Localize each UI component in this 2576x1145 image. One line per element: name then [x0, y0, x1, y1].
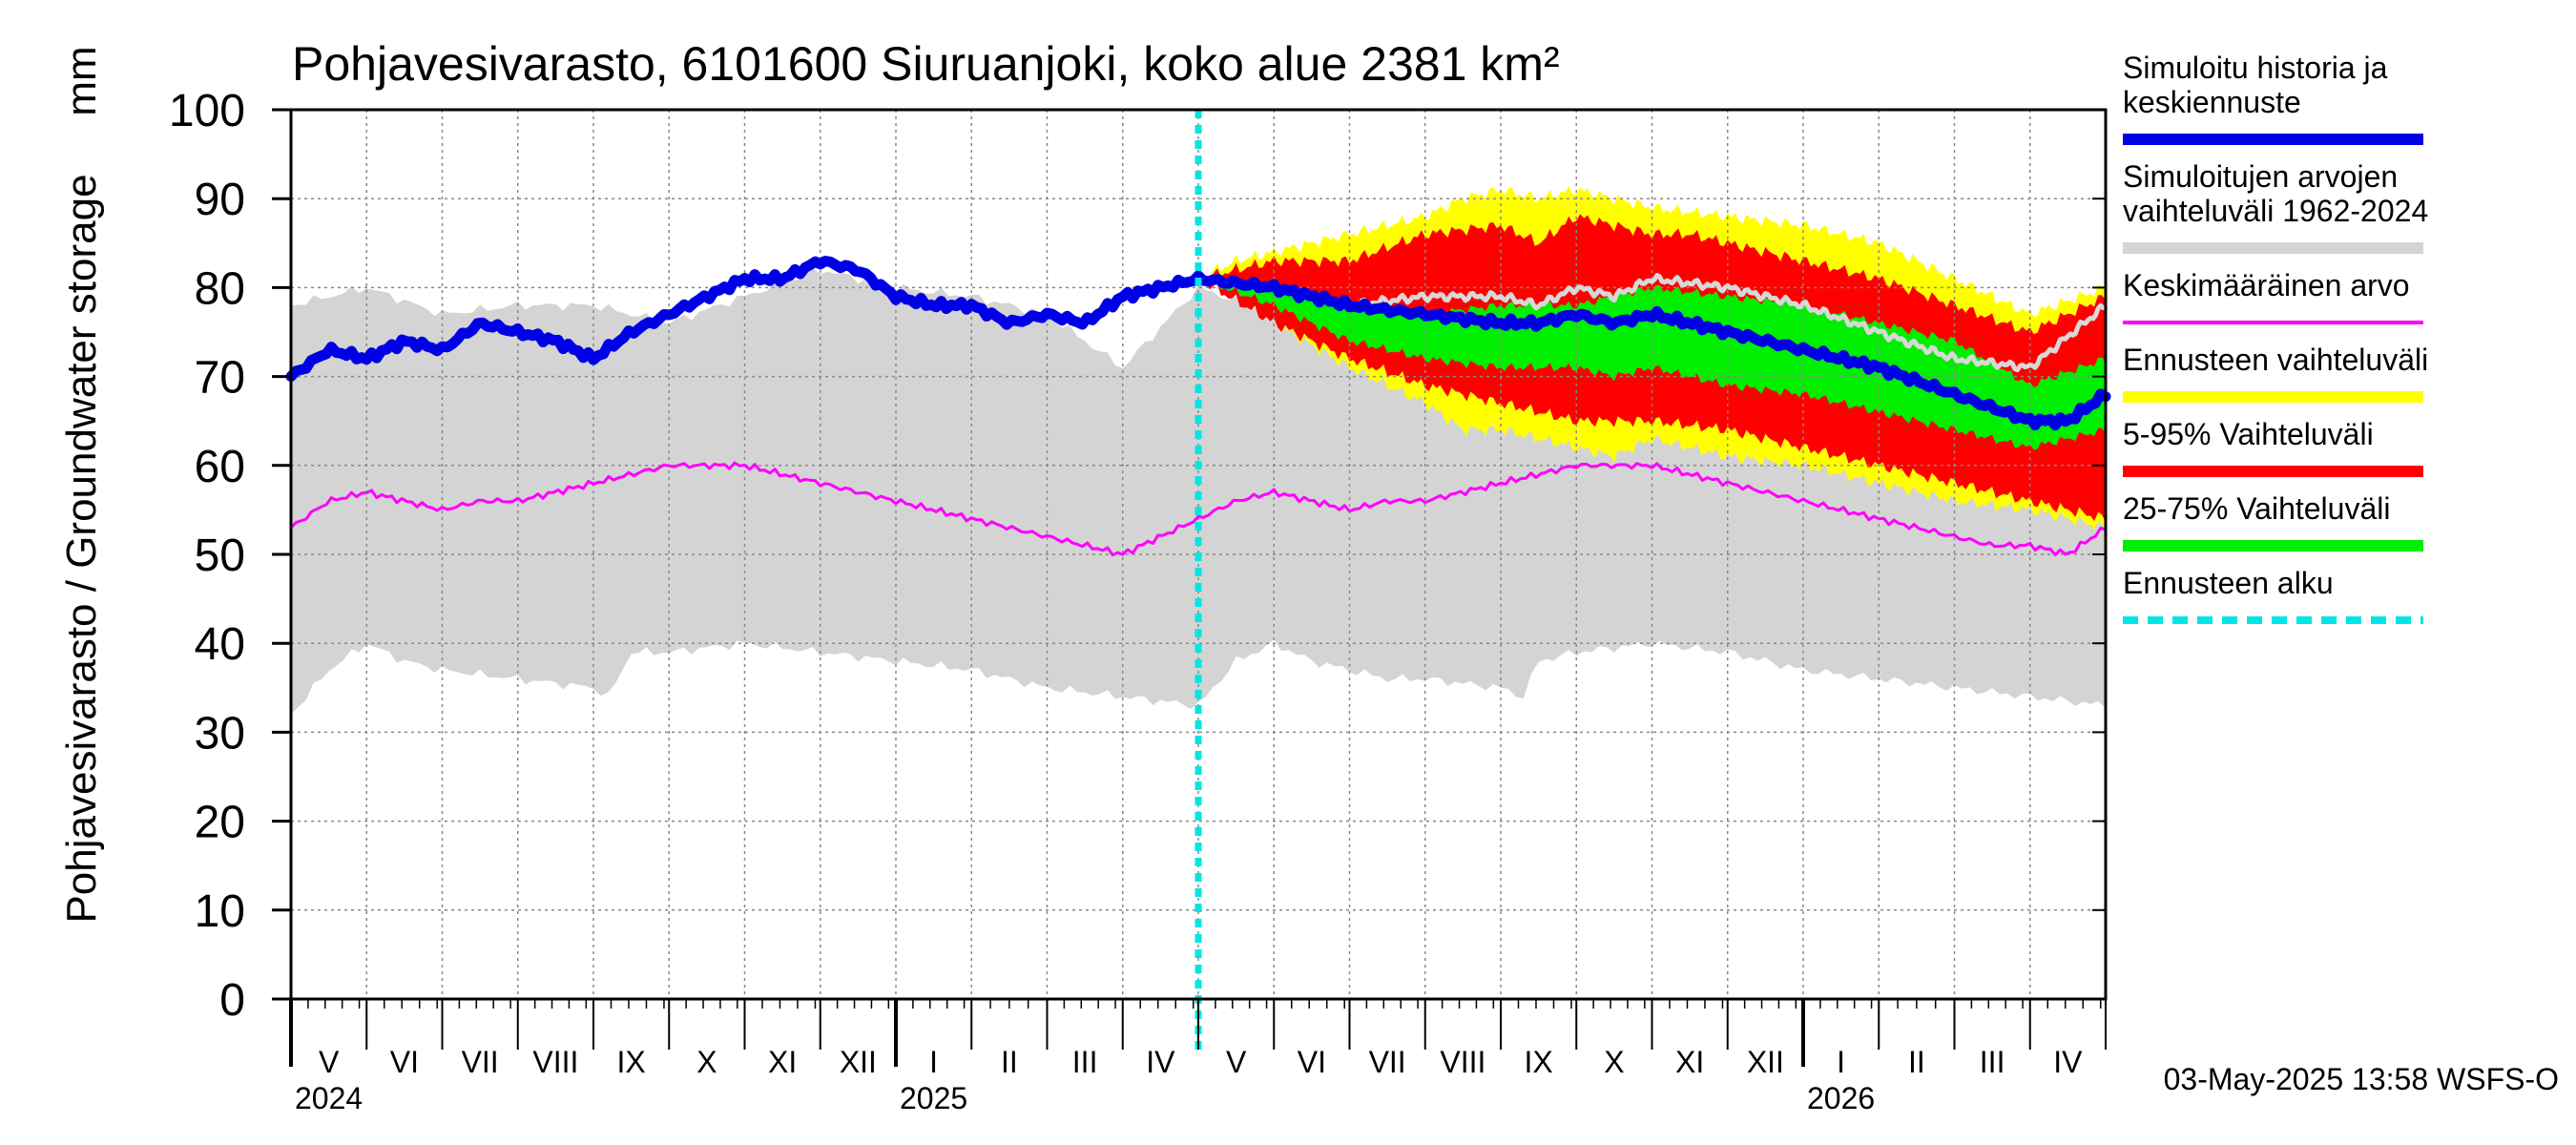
month-label: VII [1369, 1045, 1406, 1079]
y-tick-label: 40 [195, 619, 245, 670]
month-label: VI [1298, 1045, 1326, 1079]
month-label: IV [2053, 1045, 2083, 1079]
legend-label: Ennusteen alku [2123, 566, 2334, 600]
y-tick-label: 80 [195, 263, 245, 314]
month-label: V [319, 1045, 340, 1079]
legend-label: Simuloitu historia ja [2123, 51, 2388, 85]
y-tick-label: 70 [195, 353, 245, 404]
legend-label: Ennusteen vaihteluväli [2123, 343, 2428, 377]
y-tick-label: 20 [195, 798, 245, 848]
history-forecast-line [285, 256, 2111, 431]
month-label: XI [768, 1045, 797, 1079]
y-axis-label: Pohjavesivarasto / Groundwater storage [58, 174, 105, 923]
legend-label: keskiennuste [2123, 85, 2301, 119]
legend-label: 25-75% Vaihteluväli [2123, 491, 2390, 526]
y-tick-label: 0 [219, 975, 245, 1026]
series-lines [285, 110, 2111, 1050]
chart-title: Pohjavesivarasto, 6101600 Siuruanjoki, k… [292, 37, 1560, 91]
month-label: X [696, 1045, 717, 1079]
year-label: 2025 [900, 1081, 967, 1115]
y-tick-label: 50 [195, 531, 245, 581]
y-tick-label: 10 [195, 886, 245, 937]
legend-label: vaihteluväli 1962-2024 [2123, 194, 2428, 228]
month-label: VII [462, 1045, 499, 1079]
legend-label: Simuloitujen arvojen [2123, 159, 2398, 194]
y-tick-label: 100 [169, 86, 245, 136]
year-label: 2026 [1807, 1081, 1875, 1115]
month-label: II [1908, 1045, 1925, 1079]
y-tick-label: 90 [195, 175, 245, 225]
mean-line [289, 461, 2108, 557]
month-label: IX [617, 1045, 646, 1079]
month-label: IV [1146, 1045, 1175, 1079]
y-axis-unit: mm [58, 46, 105, 115]
month-label: V [1226, 1045, 1247, 1079]
month-label: II [1001, 1045, 1018, 1079]
month-label: I [1837, 1045, 1845, 1079]
month-label: XI [1675, 1045, 1704, 1079]
month-label: VI [390, 1045, 419, 1079]
month-label: X [1604, 1045, 1624, 1079]
month-label: III [1072, 1045, 1098, 1079]
timestamp: 03-May-2025 13:58 WSFS-O [2164, 1062, 2559, 1096]
month-label: I [929, 1045, 938, 1079]
y-tick-label: 60 [195, 442, 245, 492]
month-label: VIII [532, 1045, 578, 1079]
month-label: XII [1747, 1045, 1784, 1079]
y-tick-label: 30 [195, 708, 245, 759]
month-label: XII [840, 1045, 877, 1079]
legend-label: 5-95% Vaihteluväli [2123, 417, 2374, 451]
grid [291, 110, 2106, 999]
year-label: 2024 [295, 1081, 363, 1115]
legend-label: Keskimääräinen arvo [2123, 268, 2410, 302]
month-label: IX [1525, 1045, 1553, 1079]
month-label: VIII [1440, 1045, 1485, 1079]
month-label: III [1980, 1045, 2005, 1079]
